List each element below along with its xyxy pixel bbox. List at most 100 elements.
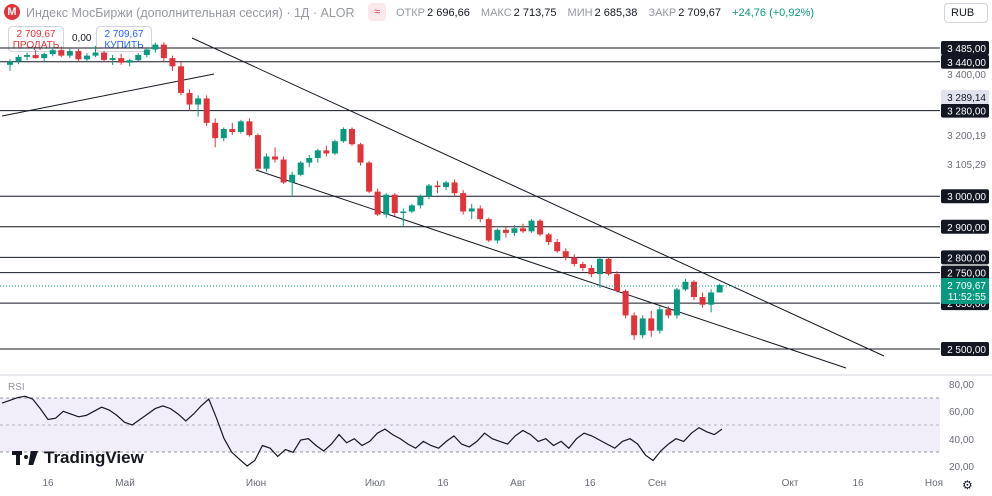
candle-body[interactable] — [254, 135, 261, 169]
candle-body[interactable] — [468, 208, 475, 212]
candle-body[interactable] — [152, 44, 159, 50]
candle-body[interactable] — [691, 281, 697, 298]
waves-icon[interactable]: ≈ — [368, 3, 386, 21]
candle-body[interactable] — [366, 162, 373, 192]
candle-body[interactable] — [699, 297, 706, 305]
candle-body[interactable] — [297, 162, 304, 175]
candle-body[interactable] — [280, 159, 287, 183]
candle-body[interactable] — [24, 55, 31, 57]
candle-body[interactable] — [323, 150, 330, 154]
currency-selector[interactable]: RUB — [944, 3, 988, 23]
candle-body[interactable] — [340, 128, 347, 142]
candle-body[interactable] — [494, 229, 501, 241]
candle-body[interactable] — [92, 52, 99, 56]
candle-body[interactable] — [562, 251, 569, 258]
candle-body[interactable] — [537, 220, 544, 235]
candle-body[interactable] — [109, 58, 116, 60]
candle-body[interactable] — [477, 208, 484, 220]
candle-body[interactable] — [169, 58, 176, 67]
candle-body[interactable] — [178, 66, 184, 93]
time-axis-label: Июн — [245, 478, 267, 489]
candle-body[interactable] — [520, 228, 526, 232]
candle-body[interactable] — [7, 61, 13, 65]
candle-body[interactable] — [331, 141, 338, 154]
candle-body[interactable] — [673, 289, 680, 316]
candle-body[interactable] — [443, 182, 450, 188]
candle-body[interactable] — [614, 274, 621, 291]
candle-body[interactable] — [545, 234, 552, 243]
candle-body[interactable] — [263, 156, 270, 169]
candle-body[interactable] — [212, 122, 219, 139]
candle-body[interactable] — [408, 205, 415, 212]
candle-body[interactable] — [708, 292, 715, 305]
candle-body[interactable] — [383, 194, 390, 215]
candle-body[interactable] — [160, 44, 167, 59]
candle-body[interactable] — [682, 281, 689, 290]
price-marker-gray-label: 3 289,14 — [947, 93, 986, 104]
channel-upper-line[interactable] — [191, 37, 885, 357]
candle-body[interactable] — [596, 258, 603, 275]
candle-body[interactable] — [32, 55, 39, 59]
settings-icon[interactable]: ⚙ — [962, 478, 973, 492]
price-level-tag — [941, 103, 989, 118]
candle-body[interactable] — [246, 121, 253, 136]
candle-body[interactable] — [631, 315, 638, 336]
candle-body[interactable] — [460, 193, 467, 212]
candle-body[interactable] — [143, 49, 150, 56]
candle-body[interactable] — [49, 50, 56, 55]
candle-body[interactable] — [101, 52, 108, 60]
candle-body[interactable] — [374, 191, 381, 215]
candle-body[interactable] — [639, 318, 646, 336]
candle-body[interactable] — [554, 242, 561, 252]
candle-body[interactable] — [306, 158, 313, 163]
candle-body[interactable] — [229, 128, 236, 133]
candle-body[interactable] — [203, 98, 210, 123]
candle-body[interactable] — [83, 55, 90, 60]
candle-body[interactable] — [66, 51, 73, 56]
candle-body[interactable] — [391, 194, 398, 214]
candle-body[interactable] — [665, 309, 672, 316]
candle-body[interactable] — [15, 56, 22, 62]
candle-body[interactable] — [289, 174, 296, 183]
candle-body[interactable] — [485, 219, 492, 241]
channel-lower-line[interactable] — [255, 169, 847, 369]
candle-body[interactable] — [357, 144, 364, 163]
candle-body[interactable] — [186, 92, 193, 105]
candle-body[interactable] — [314, 150, 321, 159]
candle-body[interactable] — [451, 182, 458, 194]
candle-body[interactable] — [588, 268, 595, 275]
candle-body[interactable] — [622, 290, 629, 316]
candle-body[interactable] — [118, 58, 125, 63]
candle-body[interactable] — [605, 258, 612, 275]
candle-body[interactable] — [502, 229, 509, 233]
candle-body[interactable] — [579, 264, 586, 269]
current-price-label: 2 709,67 — [947, 281, 986, 292]
candle-body[interactable] — [272, 156, 279, 160]
close-label: ЗАКР — [648, 7, 677, 19]
candle-body[interactable] — [58, 50, 65, 56]
open-label: ОТКР — [396, 7, 426, 19]
candle-body[interactable] — [425, 185, 432, 197]
candle-body[interactable] — [571, 257, 578, 265]
candle-body[interactable] — [400, 211, 407, 214]
price-level-label: 2 650,00 — [947, 299, 986, 310]
candle-body[interactable] — [349, 128, 355, 145]
candle-body[interactable] — [511, 228, 518, 233]
candle-body[interactable] — [237, 121, 244, 133]
candle-body[interactable] — [528, 220, 535, 232]
candle-body[interactable] — [195, 98, 202, 105]
tradingview-logo[interactable]: TradingView — [12, 448, 144, 468]
candle-body[interactable] — [716, 284, 723, 293]
candle-body[interactable] — [75, 51, 82, 60]
symbol-title[interactable]: Индекс МосБиржи (дополнительная сессия) … — [26, 6, 355, 20]
candle-body[interactable] — [126, 60, 133, 63]
candle-body[interactable] — [434, 185, 441, 188]
candle-body[interactable] — [656, 309, 663, 331]
candle-body[interactable] — [417, 196, 424, 206]
time-axis-label: Июл — [364, 478, 386, 489]
candle-body[interactable] — [648, 318, 655, 331]
candle-body[interactable] — [220, 128, 227, 139]
candle-body[interactable] — [41, 54, 48, 59]
candle-body[interactable] — [135, 55, 142, 61]
